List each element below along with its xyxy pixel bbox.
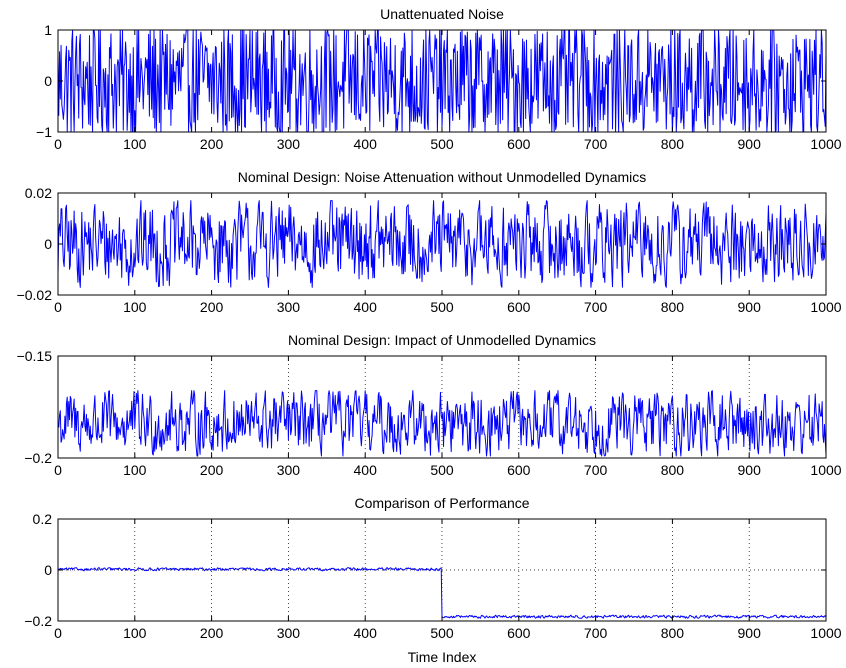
x-tick-label: 400 xyxy=(354,136,378,152)
x-tick-label: 600 xyxy=(507,625,531,641)
x-tick-label: 900 xyxy=(738,136,762,152)
x-tick-label: 900 xyxy=(738,462,762,478)
x-tick-label: 900 xyxy=(738,299,762,315)
x-tick-label: 0 xyxy=(54,299,62,315)
x-tick-label: 300 xyxy=(277,299,301,315)
x-tick-label: 300 xyxy=(277,136,301,152)
x-tick-label: 600 xyxy=(507,462,531,478)
y-tick-label: 0 xyxy=(44,73,52,89)
x-tick-label: 700 xyxy=(584,136,608,152)
series-line xyxy=(58,200,826,288)
x-tick-label: 500 xyxy=(430,136,454,152)
x-tick-label: 200 xyxy=(200,299,224,315)
y-tick-label: 0 xyxy=(44,236,52,252)
x-tick-label: 800 xyxy=(661,462,685,478)
x-tick-label: 1000 xyxy=(810,625,841,641)
subplot-title: Nominal Design: Impact of Unmodelled Dyn… xyxy=(288,332,596,348)
x-tick-label: 0 xyxy=(54,625,62,641)
x-tick-label: 600 xyxy=(507,299,531,315)
x-tick-label: 800 xyxy=(661,625,685,641)
x-tick-label: 500 xyxy=(430,625,454,641)
x-tick-label: 600 xyxy=(507,136,531,152)
x-tick-label: 200 xyxy=(200,462,224,478)
y-tick-label: 0.2 xyxy=(33,511,53,527)
x-tick-label: 400 xyxy=(354,625,378,641)
y-tick-label: −0.2 xyxy=(24,613,52,629)
x-tick-label: 1000 xyxy=(810,299,841,315)
x-tick-label: 500 xyxy=(430,299,454,315)
series-line xyxy=(58,390,826,457)
y-tick-label: −0.2 xyxy=(24,450,52,466)
x-tick-label: 1000 xyxy=(810,136,841,152)
subplot-4: 0 100 200 300 400 500 600 700 800 900 1000−0.200.2… xyxy=(24,495,841,641)
x-tick-label: 400 xyxy=(354,462,378,478)
y-tick-label: −1 xyxy=(36,124,52,140)
x-tick-label: 100 xyxy=(123,625,147,641)
y-tick-label: 0.02 xyxy=(25,185,52,201)
y-tick-label: 1 xyxy=(44,22,52,38)
series-line xyxy=(58,30,826,132)
x-tick-label: 800 xyxy=(661,136,685,152)
x-tick-label: 0 xyxy=(54,136,62,152)
x-tick-label: 700 xyxy=(584,625,608,641)
x-tick-label: 800 xyxy=(661,299,685,315)
x-tick-label: 200 xyxy=(200,625,224,641)
x-tick-label: 1000 xyxy=(810,462,841,478)
x-tick-label: 100 xyxy=(123,462,147,478)
x-tick-label: 700 xyxy=(584,462,608,478)
x-tick-label: 100 xyxy=(123,299,147,315)
x-tick-label: 700 xyxy=(584,299,608,315)
y-tick-label: −0.15 xyxy=(17,348,53,364)
x-tick-label: 0 xyxy=(54,462,62,478)
x-tick-label: 100 xyxy=(123,136,147,152)
subplot-title: Nominal Design: Noise Attenuation withou… xyxy=(238,169,647,185)
x-axis-label: Time Index xyxy=(408,649,477,665)
x-tick-label: 300 xyxy=(277,462,301,478)
x-tick-label: 300 xyxy=(277,625,301,641)
x-tick-label: 500 xyxy=(430,462,454,478)
y-tick-label: 0 xyxy=(44,562,52,578)
subplot-title: Unattenuated Noise xyxy=(380,6,504,22)
x-tick-label: 900 xyxy=(738,625,762,641)
subplot-title: Comparison of Performance xyxy=(354,495,529,511)
subplot-1: 0 100 200 300 400 500 600 700 800 900 1000−101Unat… xyxy=(36,6,842,152)
subplot-2: 0 100 200 300 400 500 600 700 800 900 1000−0.0200.… xyxy=(17,169,842,315)
x-tick-label: 200 xyxy=(200,136,224,152)
x-tick-label: 400 xyxy=(354,299,378,315)
subplot-3: 0 100 200 300 400 500 600 700 800 900 1000 −0.2 −0.1… xyxy=(17,332,842,478)
y-tick-label: −0.02 xyxy=(17,287,53,303)
